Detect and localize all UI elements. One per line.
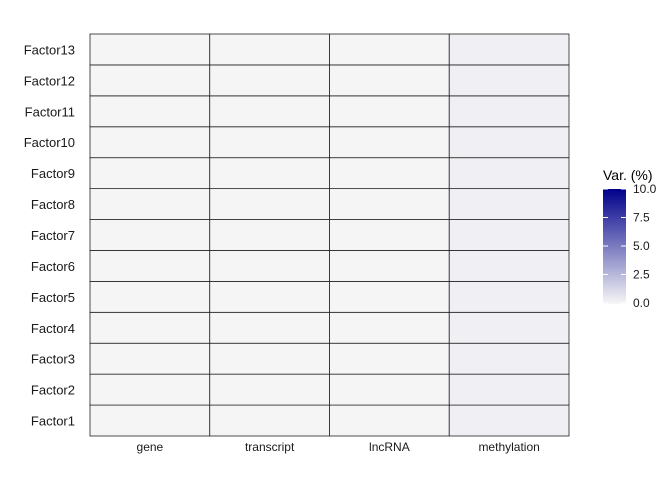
y-tick-label: Factor2 [31, 383, 75, 398]
heatmap-cell [329, 250, 450, 282]
legend-tick-label: 5.0 [633, 239, 650, 253]
heatmap-cell [209, 373, 330, 406]
y-axis-labels: Factor1 Factor2 Factor3 Factor4 Factor5 Facto… [24, 42, 75, 428]
y-tick-label: Factor10 [24, 135, 75, 150]
x-tick-label: lncRNA [369, 440, 410, 454]
heatmap-cell [448, 373, 570, 406]
heatmap-cell [89, 64, 211, 97]
heatmap-cell [89, 250, 211, 282]
legend-title: Var. (%) [603, 167, 653, 183]
heatmap-cell [89, 33, 211, 66]
heatmap-cell [448, 33, 570, 66]
heatmap-cell [209, 250, 330, 282]
x-tick-label: gene [137, 440, 164, 454]
heatmap-cell [448, 157, 570, 190]
heatmap-cell [329, 188, 450, 220]
heatmap-cell [448, 404, 570, 437]
legend: Var. (%) 0.0 2.5 5.0 7.5 10.0 [603, 167, 657, 310]
heatmap-cell [209, 311, 330, 344]
heatmap-cell [89, 342, 211, 375]
heatmap-cells [89, 33, 570, 437]
legend-tick-label: 0.0 [633, 296, 650, 310]
heatmap-cell [329, 342, 450, 375]
y-tick-label: Factor4 [31, 321, 75, 336]
heatmap-cell [209, 280, 330, 313]
heatmap-cell [448, 250, 570, 282]
heatmap-cell [209, 188, 330, 220]
y-tick-label: Factor7 [31, 228, 75, 243]
y-tick-label: Factor11 [25, 104, 75, 119]
heatmap-cell [209, 33, 330, 66]
y-tick-label: Factor12 [24, 73, 75, 88]
heatmap-cell [89, 95, 211, 128]
heatmap-cell [329, 373, 450, 406]
x-axis-labels: gene transcript lncRNA methylation [137, 440, 540, 454]
heatmap-cell [209, 157, 330, 190]
heatmap-cell [89, 188, 211, 220]
heatmap-cell [89, 311, 211, 344]
heatmap-cell [89, 280, 211, 313]
legend-tick-label: 10.0 [633, 182, 657, 196]
heatmap-cell [89, 404, 211, 437]
heatmap-cell [448, 95, 570, 128]
y-tick-label: Factor1 [31, 414, 75, 429]
heatmap-cell [329, 219, 450, 251]
heatmap-cell [329, 404, 450, 437]
heatmap-cell [89, 126, 211, 159]
y-tick-label: Factor9 [31, 166, 75, 181]
heatmap-cell [448, 126, 570, 159]
heatmap-cell [329, 280, 450, 313]
heatmap-cell [209, 219, 330, 251]
heatmap-cell [89, 157, 211, 190]
x-tick-label: transcript [245, 440, 295, 454]
legend-tick-label: 2.5 [633, 268, 650, 282]
y-tick-label: Factor6 [31, 259, 75, 274]
heatmap-cell [209, 126, 330, 159]
heatmap-cell [89, 373, 211, 406]
y-tick-label: Factor5 [31, 290, 75, 305]
heatmap-cell [448, 64, 570, 97]
x-tick-label: methylation [478, 440, 539, 454]
heatmap-cell [329, 311, 450, 344]
heatmap-cell [209, 404, 330, 437]
heatmap-cell [329, 64, 450, 97]
heatmap-cell [448, 311, 570, 344]
heatmap-cell [209, 64, 330, 97]
heatmap-cell [329, 95, 450, 128]
y-tick-label: Factor8 [31, 197, 75, 212]
heatmap-cell [448, 342, 570, 375]
legend-colorbar [603, 189, 626, 304]
heatmap-cell [448, 280, 570, 313]
heatmap-cell [448, 219, 570, 251]
heatmap-cell [448, 188, 570, 220]
heatmap-cell [329, 157, 450, 190]
heatmap-cell [209, 95, 330, 128]
legend-tick-label: 7.5 [633, 211, 650, 225]
heatmap-cell [89, 219, 211, 251]
y-tick-label: Factor3 [31, 352, 75, 367]
heatmap-cell [209, 342, 330, 375]
heatmap-cell [329, 126, 450, 159]
heatmap-cell [329, 33, 450, 66]
y-tick-label: Factor13 [24, 42, 75, 57]
